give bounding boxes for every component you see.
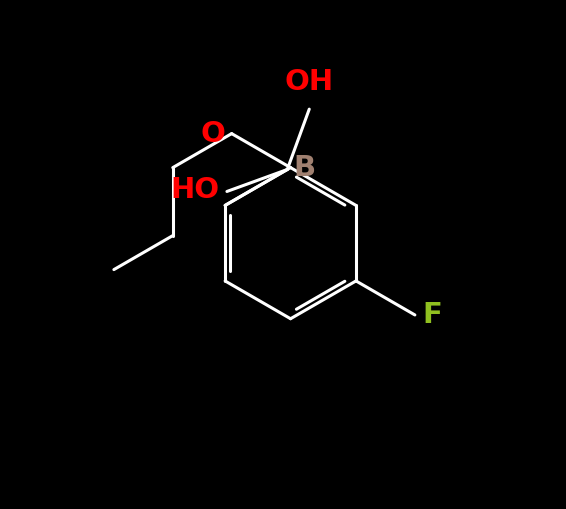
Text: B: B xyxy=(293,154,315,182)
Text: F: F xyxy=(422,301,442,329)
Text: HO: HO xyxy=(170,176,220,204)
Text: OH: OH xyxy=(285,68,334,96)
Text: O: O xyxy=(201,120,226,148)
